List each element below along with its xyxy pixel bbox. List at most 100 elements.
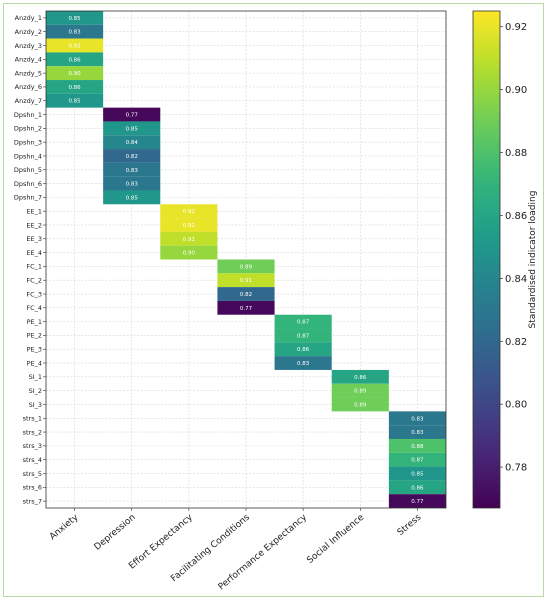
- cell-value-label: 0.84: [126, 140, 139, 146]
- colorbar-tick-label: 0.88: [505, 148, 527, 159]
- heatmap-cell: [388, 438, 446, 453]
- cell-value-label: 0.86: [411, 485, 424, 491]
- cell-value-label: 0.92: [183, 209, 195, 215]
- y-tick-label: Anzdy_2: [15, 28, 42, 36]
- cell-value-label: 0.91: [183, 237, 195, 243]
- cell-value-label: 0.90: [68, 71, 81, 77]
- y-tick-label: strs_7: [23, 497, 42, 505]
- cell-value-label: 0.77: [126, 113, 139, 119]
- heatmap-cell: [274, 314, 332, 329]
- heatmap-cell: [46, 38, 104, 53]
- heatmap-cell: [160, 231, 218, 246]
- heatmap-cell: [388, 466, 446, 481]
- heatmap-cell: [46, 24, 104, 39]
- y-tick-label: Anzdy_1: [15, 14, 42, 22]
- heatmap-cell: [274, 356, 332, 370]
- y-tick-label: strs_6: [23, 484, 42, 492]
- heatmap-cell: [103, 121, 161, 136]
- cell-value-label: 0.83: [126, 168, 139, 174]
- heatmap-cell: [274, 328, 332, 343]
- y-tick-label: EE_3: [26, 235, 42, 243]
- cell-value-label: 0.85: [126, 195, 139, 201]
- heatmap-cell: [331, 397, 389, 412]
- heatmap-cell: [103, 135, 161, 150]
- y-tick-label: SI_1: [29, 373, 42, 381]
- heatmap-cell: [46, 52, 104, 67]
- y-tick-label: PE_3: [27, 346, 42, 354]
- y-tick-label: Anzdy_7: [15, 97, 42, 105]
- cell-value-label: 0.83: [411, 430, 424, 436]
- heatmap-cell: [46, 93, 104, 108]
- heatmap-cell: [46, 11, 104, 25]
- cell-value-label: 0.85: [411, 471, 424, 477]
- heatmap-cell: [46, 66, 104, 81]
- heatmap-cell: [46, 80, 104, 94]
- y-tick-label: EE_1: [26, 207, 42, 215]
- cell-value-label: 0.86: [297, 347, 310, 353]
- y-tick-label: PE_4: [27, 359, 42, 367]
- y-tick-label: FC_1: [26, 263, 42, 271]
- cell-value-label: 0.91: [240, 278, 252, 284]
- colorbar-tick-label: 0.78: [505, 463, 527, 474]
- y-tick-label: EE_2: [26, 221, 42, 229]
- y-tick-label: Dpshn_3: [14, 138, 42, 146]
- y-tick-label: Dpshn_4: [14, 152, 42, 160]
- figure-frame: [3, 3, 544, 597]
- heatmap-cell: [103, 107, 161, 122]
- cell-value-label: 0.92: [183, 223, 195, 229]
- heatmap-cell: [331, 369, 389, 384]
- cell-value-label: 0.83: [411, 416, 424, 422]
- y-tick-label: SI_3: [29, 401, 42, 409]
- cell-value-label: 0.82: [126, 154, 138, 160]
- x-tick-label: Stress: [396, 512, 424, 538]
- cell-value-label: 0.92: [68, 44, 80, 50]
- heatmap-cell: [103, 190, 161, 205]
- y-tick-label: FC_3: [26, 290, 42, 298]
- heatmap-cell: [160, 245, 218, 260]
- heatmap-cell: [388, 425, 446, 439]
- cell-value-label: 0.86: [68, 57, 81, 63]
- y-tick-label: PE_1: [27, 318, 42, 326]
- y-tick-label: PE_2: [27, 332, 42, 340]
- heatmap-cell: [388, 480, 446, 495]
- heatmap-cell: [160, 204, 218, 219]
- heatmap-cell: [103, 176, 161, 191]
- heatmap-cell: [160, 218, 218, 232]
- cell-value-label: 0.90: [183, 251, 196, 257]
- colorbar-label: Standardised indicator loading: [528, 191, 538, 329]
- y-tick-label: Dpshn_5: [14, 166, 42, 174]
- y-tick-label: FC_2: [26, 277, 42, 285]
- heatmap-cell: [388, 494, 446, 508]
- y-tick-label: EE_4: [26, 249, 42, 257]
- x-tick-label: Social Influence: [305, 512, 366, 566]
- y-tick-label: Anzdy_3: [15, 42, 42, 50]
- y-tick-label: Dpshn_7: [14, 194, 42, 202]
- x-tick-label: Depression: [93, 513, 138, 553]
- heatmap-cell: [103, 149, 161, 163]
- y-tick-label: Anzdy_6: [15, 83, 42, 91]
- cell-value-label: 0.87: [297, 320, 310, 326]
- cell-value-label: 0.77: [240, 306, 253, 312]
- heatmap-cell: [217, 259, 275, 274]
- cell-value-label: 0.77: [411, 499, 424, 505]
- cell-value-label: 0.82: [240, 292, 252, 298]
- cell-value-label: 0.85: [68, 16, 81, 22]
- y-tick-label: strs_2: [23, 428, 42, 436]
- y-tick-label: strs_3: [23, 442, 42, 450]
- y-tick-label: SI_2: [29, 387, 42, 395]
- colorbar-tick-label: 0.86: [505, 211, 527, 222]
- y-tick-label: strs_5: [23, 470, 42, 478]
- cell-value-label: 0.83: [126, 182, 139, 188]
- heatmap-cell: [274, 342, 332, 357]
- heatmap-cell: [331, 383, 389, 398]
- colorbar: [472, 10, 501, 509]
- heatmap-cell: [388, 411, 446, 426]
- cell-value-label: 0.87: [297, 333, 310, 339]
- cell-value-label: 0.88: [411, 444, 424, 450]
- y-tick-label: Dpshn_2: [14, 125, 42, 133]
- colorbar-tick-label: 0.92: [505, 22, 527, 33]
- cell-value-label: 0.89: [240, 264, 253, 270]
- heatmap-cell: [217, 273, 275, 288]
- y-tick-label: FC_4: [26, 304, 42, 312]
- y-tick-label: Dpshn_1: [14, 111, 42, 119]
